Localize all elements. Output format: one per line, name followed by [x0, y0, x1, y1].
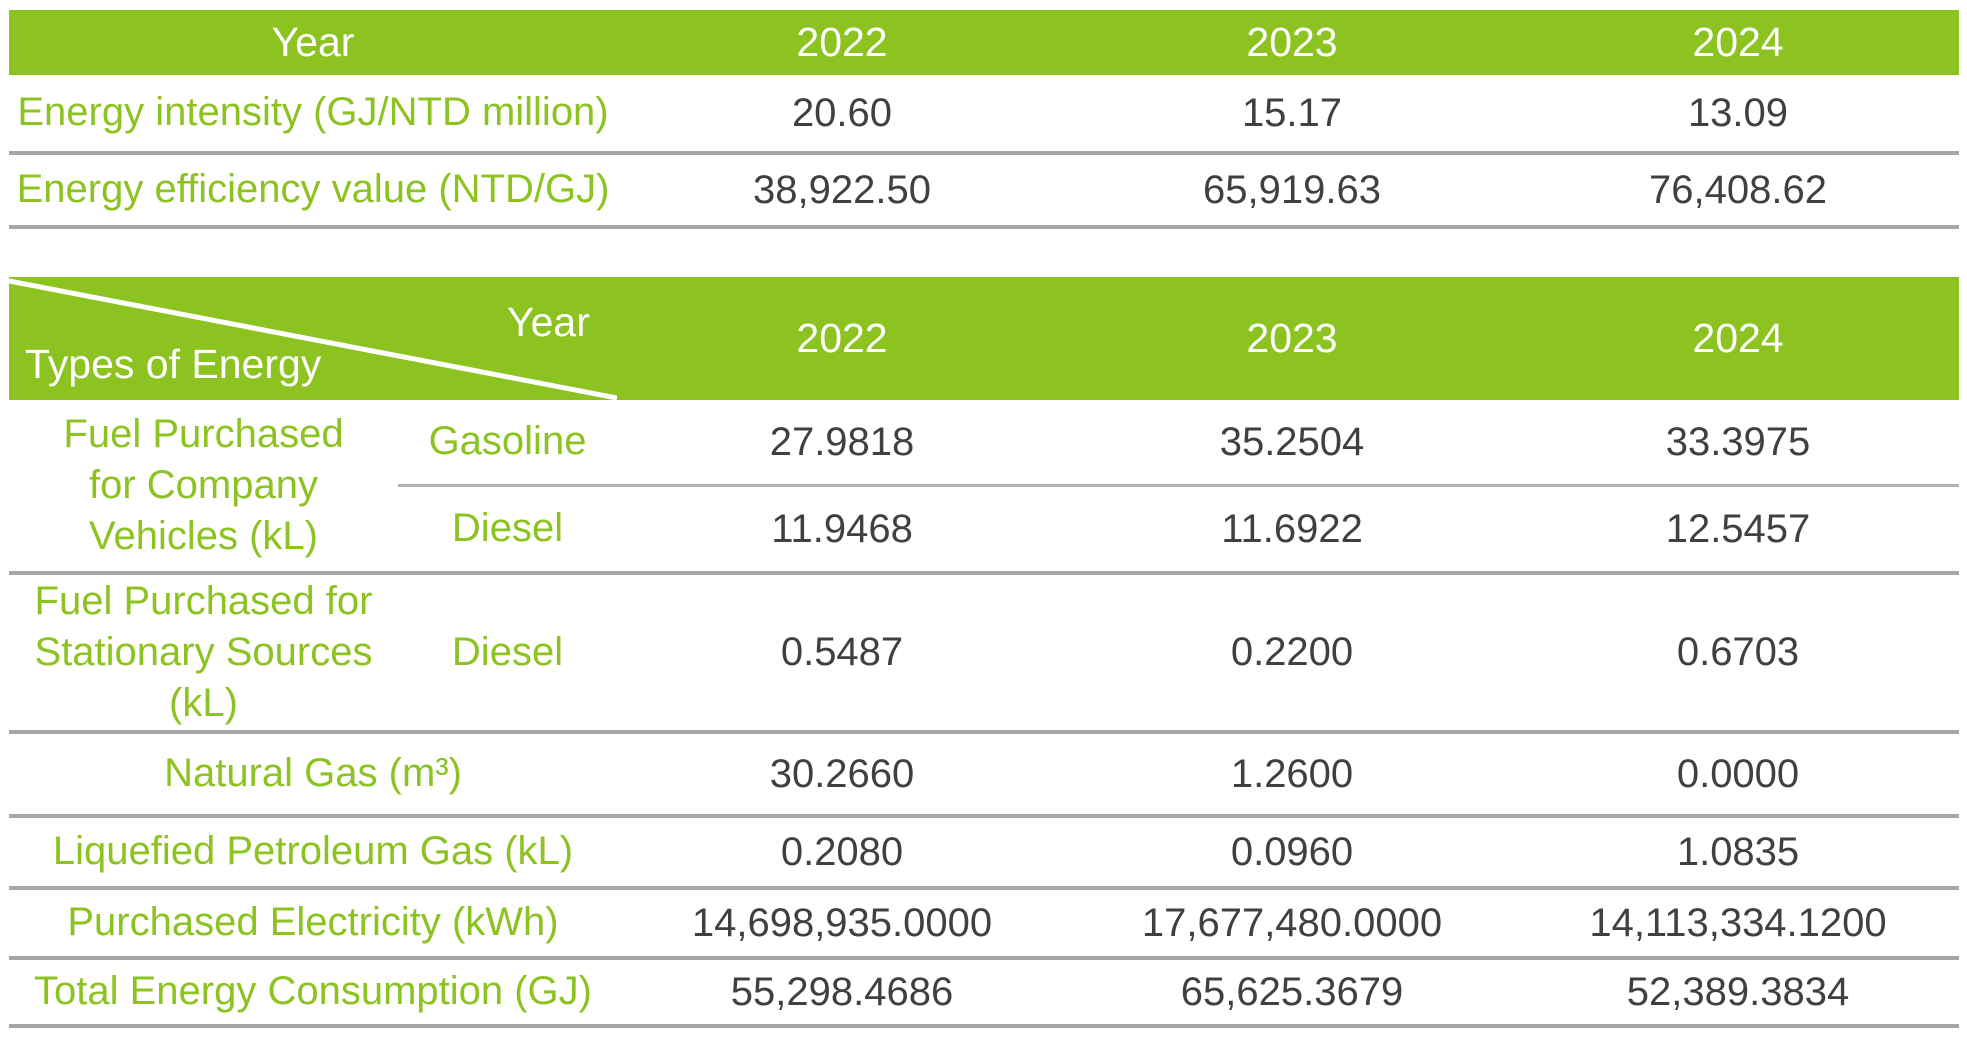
natural-gas-row: Natural Gas (m³) 30.2660 1.2600 0.0000 — [9, 734, 1959, 818]
electricity-2022: 14,698,935.0000 — [691, 900, 993, 945]
electricity-row: Purchased Electricity (kWh) 14,698,935.0… — [9, 890, 1959, 960]
stationary-sources-label: Fuel Purchased for Stationary Sources (k… — [34, 578, 373, 726]
t2-header-row: Year Types of Energy 2022 2023 2024 — [9, 277, 1959, 400]
gasoline-label: Gasoline — [398, 400, 617, 487]
energy-intensity-table: Year 2022 2023 2024 Energy intensity (GJ… — [9, 10, 1959, 229]
total-energy-2023: 65,625.3679 — [1180, 969, 1404, 1014]
t2-diagonal-corner-cell: Year Types of Energy — [9, 277, 617, 400]
natural-gas-2024: 0.0000 — [1676, 751, 1800, 796]
t1-header-row: Year 2022 2023 2024 — [9, 10, 1959, 75]
stationary-diesel-2023: 0.2200 — [1230, 630, 1354, 674]
energy-intensity-row: Energy intensity (GJ/NTD million) 20.60 … — [9, 75, 1959, 155]
natural-gas-2022: 30.2660 — [769, 751, 915, 796]
gasoline-2022: 27.9818 — [617, 400, 1067, 487]
stationary-sources-group: Fuel Purchased for Stationary Sources (k… — [9, 575, 1959, 734]
types-of-energy-table: Year Types of Energy 2022 2023 2024 Fuel… — [9, 277, 1959, 1028]
stationary-diesel-2022: 0.5487 — [780, 630, 904, 674]
energy-efficiency-row: Energy efficiency value (NTD/GJ) 38,922.… — [9, 155, 1959, 229]
stationary-diesel-label: Diesel — [451, 629, 564, 674]
vehicle-diesel-2023: 11.6922 — [1221, 506, 1363, 551]
total-energy-label: Total Energy Consumption (GJ) — [33, 969, 592, 1014]
natural-gas-2023: 1.2600 — [1230, 751, 1354, 796]
total-energy-2022: 55,298.4686 — [730, 969, 954, 1014]
gasoline-2023: 35.2504 — [1067, 400, 1517, 487]
lpg-2022: 0.2080 — [780, 829, 904, 874]
diagonal-divider-line — [9, 278, 617, 400]
total-energy-2024: 52,389.3834 — [1626, 969, 1850, 1014]
energy-efficiency-2022: 38,922.50 — [753, 167, 931, 212]
energy-intensity-2022: 20.60 — [791, 90, 893, 135]
electricity-label: Purchased Electricity (kWh) — [67, 900, 559, 945]
vehicle-diesel-2022: 11.9468 — [771, 506, 913, 551]
t1-header-year: Year — [271, 19, 355, 65]
company-vehicles-group: Fuel Purchased for Company Vehicles (kL)… — [9, 400, 1959, 575]
energy-efficiency-label: Energy efficiency value (NTD/GJ) — [16, 167, 610, 212]
vehicle-diesel-2024: 12.5457 — [1665, 506, 1811, 551]
energy-intensity-2024: 13.09 — [1687, 90, 1789, 135]
electricity-2023: 17,677,480.0000 — [1141, 900, 1443, 945]
energy-efficiency-2024: 76,408.62 — [1649, 167, 1827, 212]
lpg-2024: 1.0835 — [1676, 829, 1800, 874]
natural-gas-label: Natural Gas (m³) — [164, 751, 462, 796]
t1-header-2023: 2023 — [1246, 19, 1338, 65]
vehicle-diesel-label: Diesel — [451, 506, 564, 551]
t1-header-2024: 2024 — [1692, 19, 1784, 65]
total-energy-row: Total Energy Consumption (GJ) 55,298.468… — [9, 960, 1959, 1028]
electricity-2024: 14,113,334.1200 — [1589, 900, 1887, 945]
energy-intensity-2023: 15.17 — [1241, 90, 1343, 135]
lpg-row: Liquefied Petroleum Gas (kL) 0.2080 0.09… — [9, 818, 1959, 890]
t1-header-2022: 2022 — [796, 19, 888, 65]
t2-header-2023: 2023 — [1246, 315, 1338, 361]
t2-corner-types-label: Types of Energy — [25, 341, 322, 387]
energy-intensity-label: Energy intensity (GJ/NTD million) — [17, 90, 609, 135]
stationary-diesel-2024: 0.6703 — [1676, 630, 1800, 674]
lpg-2023: 0.0960 — [1230, 829, 1354, 874]
t2-corner-year-label: Year — [507, 299, 590, 345]
t2-header-2022: 2022 — [796, 315, 888, 361]
lpg-label: Liquefied Petroleum Gas (kL) — [52, 829, 574, 874]
gasoline-2024: 33.3975 — [1517, 400, 1959, 487]
company-vehicles-label: Fuel Purchased for Company Vehicles (kL) — [63, 411, 344, 559]
t2-header-2024: 2024 — [1692, 315, 1784, 361]
energy-efficiency-2023: 65,919.63 — [1203, 167, 1381, 212]
